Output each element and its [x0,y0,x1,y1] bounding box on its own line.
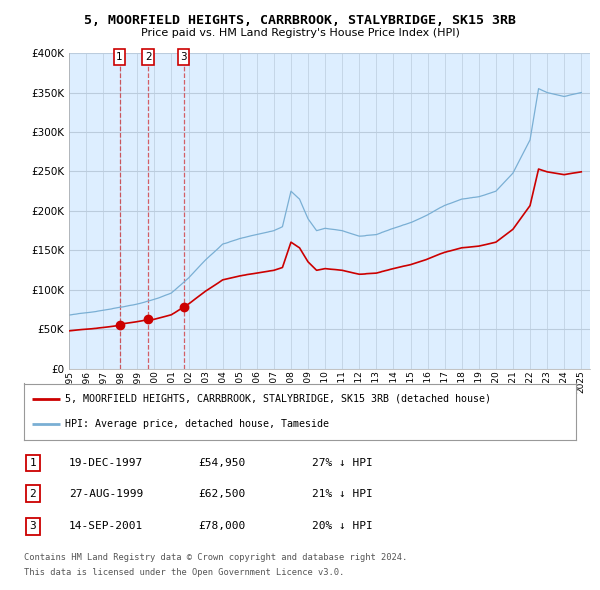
Text: 1: 1 [116,52,123,62]
Text: 3: 3 [29,522,37,531]
Text: This data is licensed under the Open Government Licence v3.0.: This data is licensed under the Open Gov… [24,568,344,577]
Text: 1: 1 [29,458,37,468]
Text: 27-AUG-1999: 27-AUG-1999 [69,489,143,499]
Text: 3: 3 [180,52,187,62]
Text: Price paid vs. HM Land Registry's House Price Index (HPI): Price paid vs. HM Land Registry's House … [140,28,460,38]
Text: HPI: Average price, detached house, Tameside: HPI: Average price, detached house, Tame… [65,419,329,430]
Text: 21% ↓ HPI: 21% ↓ HPI [312,489,373,499]
Text: 20% ↓ HPI: 20% ↓ HPI [312,522,373,531]
Text: Contains HM Land Registry data © Crown copyright and database right 2024.: Contains HM Land Registry data © Crown c… [24,553,407,562]
Text: 5, MOORFIELD HEIGHTS, CARRBROOK, STALYBRIDGE, SK15 3RB (detached house): 5, MOORFIELD HEIGHTS, CARRBROOK, STALYBR… [65,394,491,404]
Text: 2: 2 [29,489,37,499]
Text: 5, MOORFIELD HEIGHTS, CARRBROOK, STALYBRIDGE, SK15 3RB: 5, MOORFIELD HEIGHTS, CARRBROOK, STALYBR… [84,14,516,27]
Text: 14-SEP-2001: 14-SEP-2001 [69,522,143,531]
Text: £78,000: £78,000 [198,522,245,531]
Text: £62,500: £62,500 [198,489,245,499]
Text: 19-DEC-1997: 19-DEC-1997 [69,458,143,468]
Text: £54,950: £54,950 [198,458,245,468]
Text: 27% ↓ HPI: 27% ↓ HPI [312,458,373,468]
Text: 2: 2 [145,52,152,62]
